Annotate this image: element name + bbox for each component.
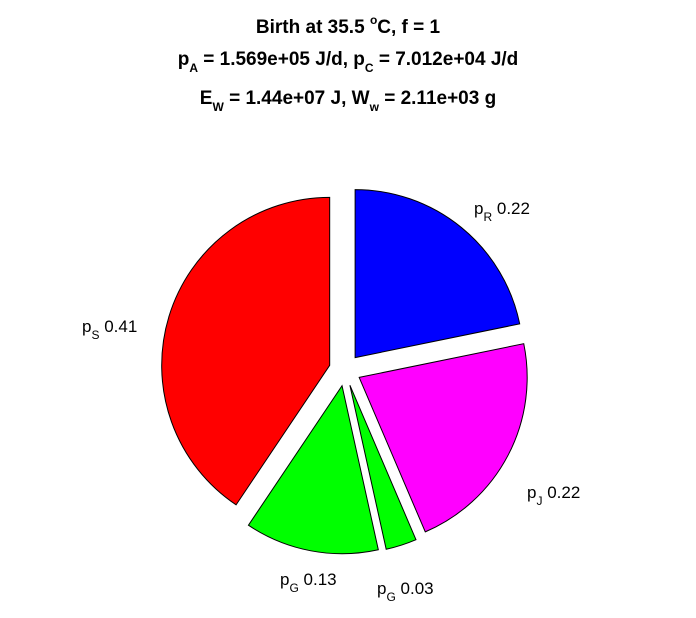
pie-slice-ps-5 xyxy=(161,196,331,506)
slice-label-4: pG 0.13 xyxy=(280,570,337,595)
pie-slice-pg-3 xyxy=(349,385,417,550)
title-line-1: Birth at 35.5 o​C, f = 1 xyxy=(256,13,441,38)
title-line-2: pA​ = 1.569e+05 J/d, pC​ = 7.012e+04 J/d xyxy=(178,49,519,75)
title-line-3: EW​ = 1.44e+07 J, Ww​ = 2.11e+03 g xyxy=(200,88,496,114)
pie-slices xyxy=(161,189,528,555)
slice-label-5: pS 0.41 xyxy=(82,317,137,342)
slice-labels: pR 0.22 pJ 0.22 pG 0.03 pG 0.13 pS 0.41 xyxy=(82,199,580,604)
pie-slice-pr-1 xyxy=(354,189,521,359)
slice-label-2: pJ 0.22 xyxy=(527,483,580,508)
slice-label-1: pR 0.22 xyxy=(474,199,530,224)
pie-slice-pj-2 xyxy=(358,343,528,533)
slice-label-3: pG 0.03 xyxy=(377,579,434,604)
chart-title: Birth at 35.5 o​C, f = 1 pA​ = 1.569e+05 … xyxy=(178,13,519,114)
pie-slice-pg-4 xyxy=(247,384,379,555)
